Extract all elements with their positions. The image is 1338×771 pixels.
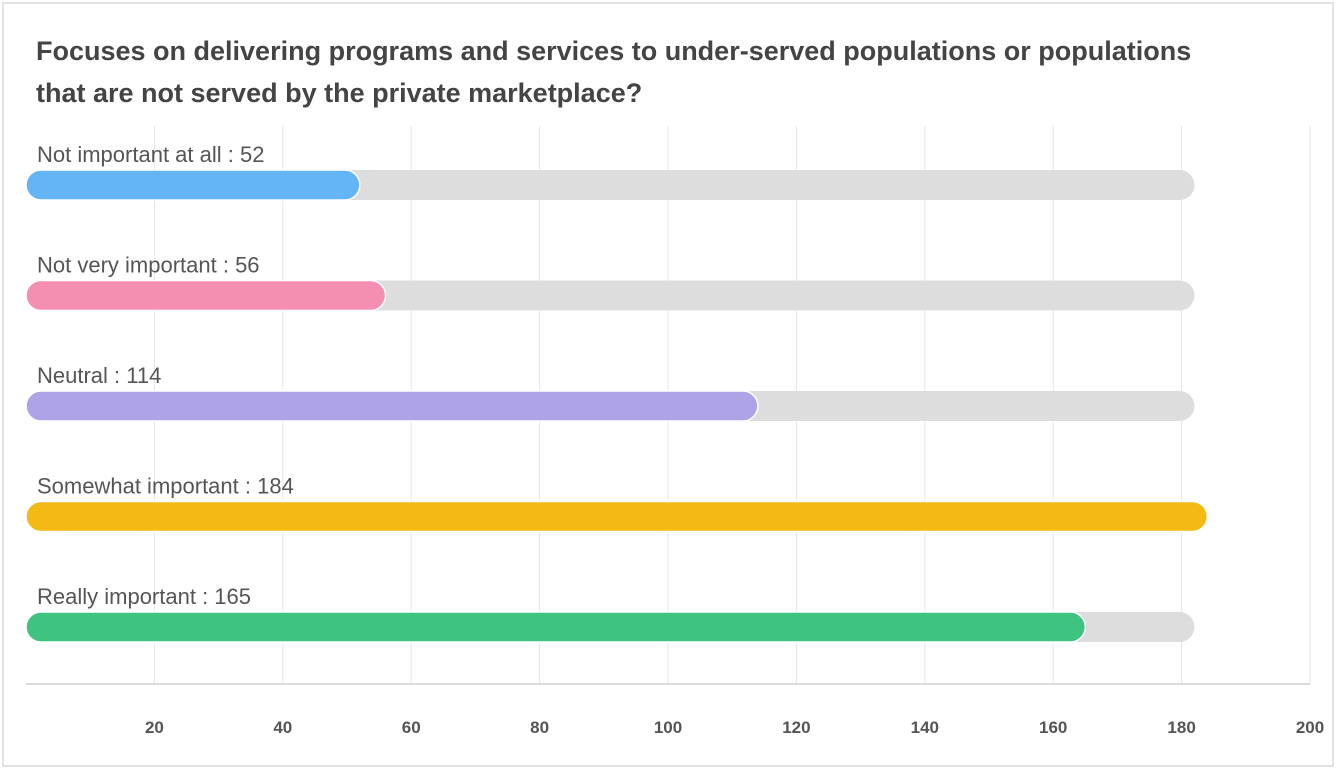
x-tick-label: 40: [273, 718, 292, 737]
bar: [25, 500, 1209, 533]
x-tick-label: 100: [654, 718, 682, 737]
bar-label: Somewhat important : 184: [37, 474, 294, 499]
bar: [25, 169, 361, 201]
x-tick-label: 180: [1167, 718, 1195, 737]
bars: Not important at all : 52 Not very import…: [25, 142, 1209, 643]
x-tick-label: 20: [145, 718, 164, 737]
x-axis: 20 40 60 80 100 120 140 160 180 200: [26, 683, 1324, 737]
bar-label: Not very important : 56: [37, 253, 260, 278]
bar-label: Really important : 165: [37, 584, 251, 609]
bar: [25, 279, 387, 312]
x-tick-label: 160: [1039, 718, 1067, 737]
x-tick-label: 80: [530, 718, 549, 737]
bar: [25, 611, 1087, 643]
x-tick-label: 120: [782, 718, 810, 737]
bar: [25, 390, 759, 422]
bar-label: Not important at all : 52: [37, 142, 264, 167]
x-tick-label: 140: [911, 718, 939, 737]
bar-label: Neutral : 114: [37, 363, 161, 388]
x-tick-label: 200: [1296, 718, 1324, 737]
x-tick-label: 60: [402, 718, 421, 737]
chart-title: Focuses on delivering programs and servi…: [36, 36, 1192, 108]
